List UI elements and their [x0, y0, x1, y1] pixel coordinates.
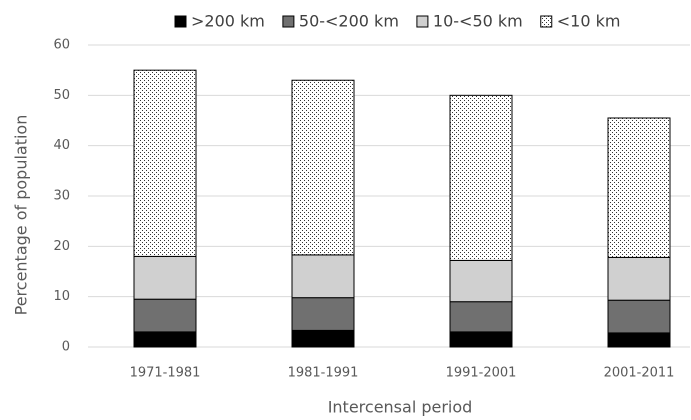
bar-segment — [133, 255, 197, 300]
legend-swatch — [174, 15, 187, 28]
bar-segment — [133, 331, 197, 348]
y-tick-label: 0 — [62, 340, 70, 355]
y-axis-title: Percentage of population — [12, 115, 31, 316]
bar-segment — [291, 329, 355, 348]
bar-segment — [607, 117, 671, 258]
y-tick-label: 10 — [53, 289, 70, 304]
bar-segment — [607, 299, 671, 334]
bar-segment — [291, 297, 355, 331]
y-tick-label: 60 — [53, 38, 70, 53]
legend-label: 10-<50 km — [433, 12, 523, 31]
bar-segment — [607, 332, 671, 348]
bar-segment — [133, 69, 197, 257]
bar-segment — [449, 259, 513, 303]
y-tick-label: 50 — [53, 88, 70, 103]
legend-label: <10 km — [557, 12, 621, 31]
bar-segment — [607, 256, 671, 301]
y-tick-label: 20 — [53, 239, 70, 254]
y-tick-label: 30 — [53, 189, 70, 204]
x-tick-label: 1981-1991 — [288, 366, 359, 381]
legend-label: 50-<200 km — [299, 12, 399, 31]
x-tick-label: 1991-2001 — [446, 366, 517, 381]
bar-segment — [133, 298, 197, 333]
bar-segment — [449, 331, 513, 348]
bar-segment — [449, 301, 513, 333]
x-tick-label: 1971-1981 — [130, 366, 201, 381]
bar-segment — [291, 254, 355, 299]
x-axis-title: Intercensal period — [328, 398, 473, 417]
x-tick-label: 2001-2011 — [604, 366, 675, 381]
bar-segment — [449, 94, 513, 261]
y-tick-label: 40 — [53, 138, 70, 153]
legend-swatch — [416, 15, 429, 28]
legend-swatch — [282, 15, 295, 28]
bar-segment — [291, 79, 355, 256]
legend-swatch — [540, 15, 553, 28]
legend-label: >200 km — [191, 12, 265, 31]
